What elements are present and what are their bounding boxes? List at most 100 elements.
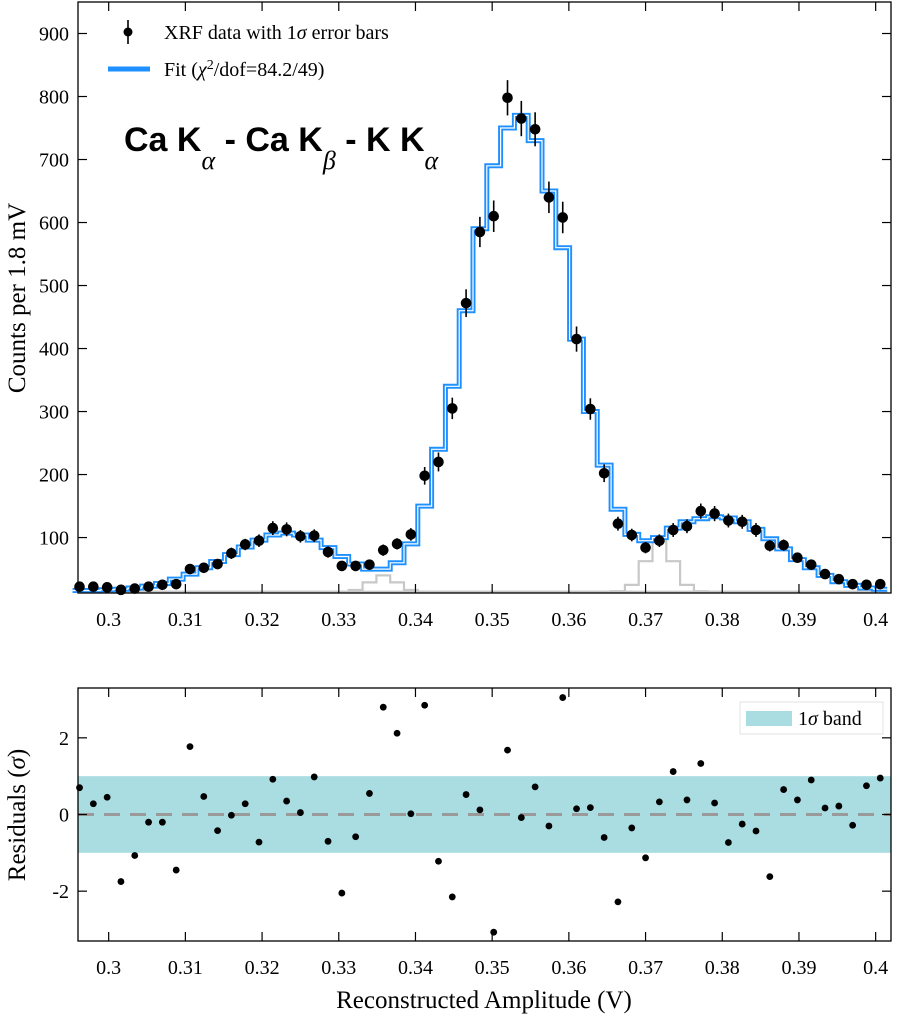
data-point bbox=[157, 579, 168, 591]
spectrum-y-tick-label: 700 bbox=[39, 150, 69, 172]
residual-point bbox=[655, 798, 663, 806]
residuals-x-tick-label: 0.31 bbox=[168, 957, 203, 979]
spectrum-x-tick-label: 0.32 bbox=[245, 609, 280, 631]
residuals-x-tick-label: 0.39 bbox=[781, 957, 816, 979]
data-point bbox=[543, 192, 555, 203]
residual-point bbox=[586, 804, 594, 811]
residual-point bbox=[435, 857, 442, 865]
residual-point bbox=[200, 793, 208, 800]
residual-point bbox=[310, 773, 318, 781]
data-point bbox=[433, 456, 444, 468]
data-point bbox=[129, 583, 141, 594]
residual-point bbox=[642, 854, 649, 862]
residuals-y-tick-label: -2 bbox=[52, 881, 69, 903]
residual-point bbox=[158, 818, 166, 826]
residual-point bbox=[752, 827, 760, 835]
data-point bbox=[474, 226, 486, 238]
residual-point bbox=[545, 822, 553, 830]
residual-point bbox=[531, 783, 539, 791]
residuals-x-tick-label: 0.34 bbox=[398, 957, 433, 979]
spectrum-y-tick-label: 300 bbox=[39, 402, 69, 424]
data-point bbox=[654, 535, 665, 547]
residual-point bbox=[725, 839, 732, 846]
residual-point bbox=[669, 768, 677, 775]
data-point bbox=[322, 546, 334, 558]
residual-point bbox=[835, 802, 843, 810]
data-point bbox=[516, 113, 527, 124]
data-point bbox=[833, 573, 845, 585]
residual-point bbox=[324, 837, 332, 845]
data-point bbox=[750, 524, 762, 536]
residual-point bbox=[849, 821, 857, 829]
residual-point bbox=[448, 893, 456, 901]
spectrum-x-tick-label: 0.36 bbox=[551, 609, 586, 631]
residual-point bbox=[103, 793, 111, 801]
residual-point bbox=[462, 791, 470, 798]
data-point bbox=[460, 297, 472, 309]
residual-point bbox=[738, 820, 746, 828]
data-point bbox=[446, 403, 458, 414]
residual-point bbox=[876, 774, 884, 782]
data-point bbox=[488, 210, 500, 222]
residual-point bbox=[366, 790, 373, 797]
data-point bbox=[502, 92, 513, 104]
data-point bbox=[212, 558, 223, 570]
residual-point bbox=[476, 806, 484, 814]
residual-point bbox=[352, 833, 360, 841]
legend-band-label: 1σ band bbox=[798, 708, 862, 730]
data-point bbox=[819, 568, 831, 580]
spectrum-legend: XRF data with 1σ error bars Fit (χ2/dof=… bbox=[108, 20, 389, 81]
residual-point bbox=[628, 824, 636, 832]
residual-point bbox=[186, 743, 194, 751]
spectrum-y-tick-label: 500 bbox=[39, 276, 69, 298]
data-point bbox=[267, 522, 279, 534]
residuals-panel: 0.3 0.31 0.32 0.33 0.34 0.35 0.36 0.37 0.38 0.39 0… bbox=[4, 687, 892, 1014]
residual-point bbox=[766, 873, 774, 880]
data-point bbox=[198, 562, 210, 574]
data-point bbox=[778, 539, 789, 551]
data-point bbox=[350, 560, 361, 572]
data-point bbox=[792, 552, 803, 564]
residual-point bbox=[821, 804, 829, 812]
spectrum-x-tick-label: 0.39 bbox=[781, 609, 816, 631]
data-point bbox=[585, 403, 596, 415]
data-point bbox=[253, 535, 265, 547]
data-point bbox=[101, 582, 113, 593]
residuals-legend: 1σ band bbox=[739, 701, 884, 735]
residuals-y-axis-title: Residuals (σ) bbox=[4, 749, 31, 881]
residual-point bbox=[89, 800, 97, 808]
data-point bbox=[571, 333, 582, 345]
data-point bbox=[419, 470, 430, 482]
residual-point bbox=[780, 786, 788, 793]
residual-point bbox=[407, 810, 415, 818]
data-point bbox=[764, 540, 776, 552]
data-point bbox=[239, 539, 251, 550]
data-point bbox=[336, 560, 348, 572]
residuals-x-tick-label: 0.36 bbox=[551, 957, 586, 979]
spectrum-y-tick-label: 100 bbox=[39, 528, 69, 550]
spectrum-x-tick-label: 0.4 bbox=[863, 609, 888, 631]
residual-point bbox=[117, 878, 125, 885]
residuals-x-tick-label: 0.38 bbox=[705, 957, 740, 979]
spectrum-y-tick-label: 400 bbox=[39, 339, 69, 361]
residual-point bbox=[614, 898, 622, 906]
residual-point bbox=[227, 811, 235, 819]
spectrum-y-tick-label: 900 bbox=[39, 24, 69, 46]
data-point bbox=[723, 515, 734, 526]
spectrum-y-axis-title: Counts per 1.8 mV bbox=[4, 203, 31, 393]
data-point bbox=[847, 578, 858, 590]
residual-point bbox=[338, 889, 346, 897]
data-point bbox=[364, 559, 375, 570]
data-points bbox=[74, 80, 886, 596]
data-point bbox=[557, 212, 569, 223]
residuals-x-tick-label: 0.32 bbox=[245, 957, 280, 979]
residual-point bbox=[269, 775, 277, 783]
residuals-ticks: 0.3 0.31 0.32 0.33 0.34 0.35 0.36 0.37 0.38 0.39 0… bbox=[52, 688, 891, 979]
data-point bbox=[874, 578, 886, 590]
component-curves bbox=[72, 540, 888, 593]
residual-point bbox=[393, 729, 401, 737]
spectrum-x-tick-label: 0.31 bbox=[168, 609, 203, 631]
residual-point bbox=[559, 694, 567, 701]
data-point bbox=[74, 581, 85, 592]
